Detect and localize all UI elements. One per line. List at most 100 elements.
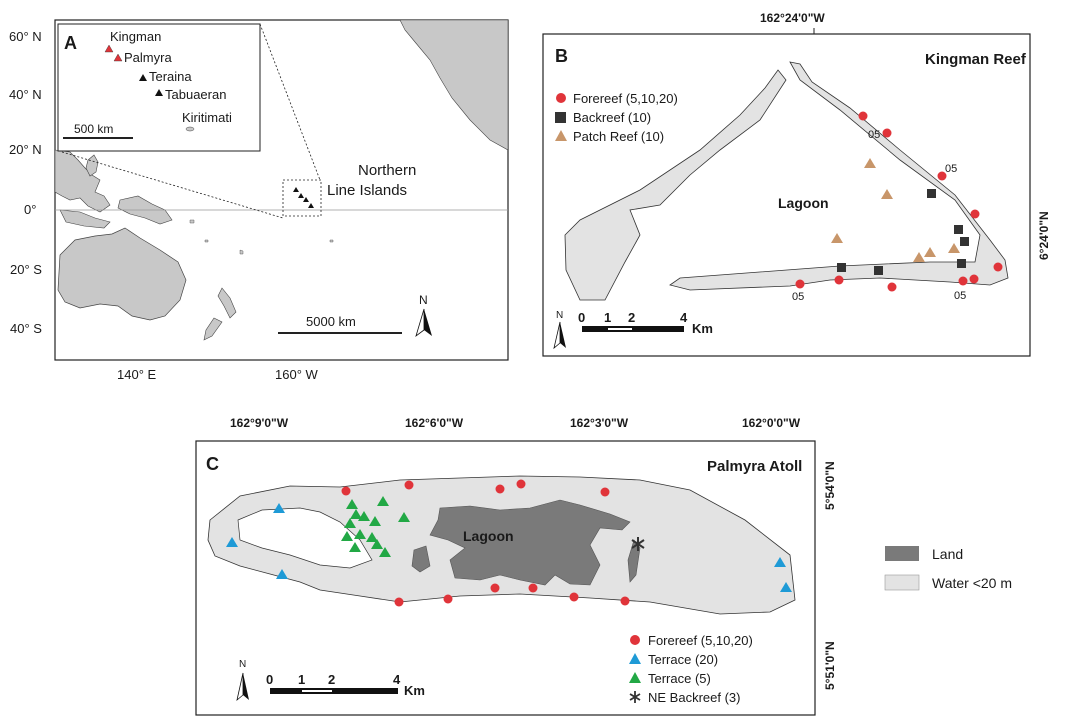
australia-land: [57, 227, 187, 321]
panel-c-title: Palmyra Atoll: [707, 458, 802, 475]
palmyra-west-lagoon: [237, 507, 373, 569]
kingman-reef-west: [564, 69, 787, 301]
indonesia-land: [59, 209, 111, 229]
legend-forereef-marker: [556, 93, 566, 103]
panel-c: 162°9'0"W 162°6'0"W 162°3'0"W 162°0'0"W …: [195, 416, 837, 716]
panel-a: A Kingman Palmyra Teraina Tabuaeran Kiri…: [9, 19, 509, 382]
legend-terrace5-marker: [629, 672, 641, 683]
island-triangle: [303, 197, 309, 202]
legend-water-label: Water <20 m: [932, 575, 1012, 591]
scale-tick-c: 4: [393, 672, 401, 687]
kingman-reef-water: [669, 61, 1009, 291]
forereef-site: [937, 171, 947, 181]
lat-label: 40° N: [9, 87, 42, 102]
scale-tick-b: 2: [628, 310, 635, 325]
new-zealand-south-land: [203, 317, 223, 341]
inset-frame: [57, 23, 261, 152]
terrace5-site: [341, 531, 353, 541]
region-label-line1: Northern: [358, 162, 416, 179]
ne-backreef-site: [631, 537, 645, 551]
scale-tick-b: 0: [578, 310, 585, 325]
scale-tick-b: 1: [604, 310, 611, 325]
scale-unit-b: Km: [692, 321, 713, 336]
terrace5-site: [366, 532, 378, 542]
palmyra-triangle: [113, 53, 123, 62]
teraina-triangle: [139, 74, 147, 81]
forereef-site: [569, 592, 579, 602]
terrace5-site: [369, 516, 381, 526]
patch-reef-site: [924, 247, 936, 257]
terrace20-site: [276, 569, 288, 579]
north-arrow-b: [553, 321, 566, 350]
lat-label: 20° N: [9, 142, 42, 157]
backreef-site: [927, 189, 936, 198]
island-label-teraina: Teraina: [149, 69, 192, 84]
legend-forereef-marker-c: [630, 635, 640, 645]
north-america-land: [399, 20, 508, 151]
island-label-kingman: Kingman: [110, 29, 161, 44]
forereef-site: [443, 594, 453, 604]
pacific-islands: [189, 219, 334, 255]
tabuaeran-triangle: [155, 89, 163, 96]
patch-reef-site: [881, 189, 893, 199]
new-zealand-land: [217, 287, 237, 319]
kingman-backreef-sites: [837, 189, 969, 275]
scale-bar-b-white: [608, 328, 632, 330]
terrace20-site: [774, 557, 786, 567]
island-triangle: [308, 203, 314, 208]
panel-a-letter: A: [64, 33, 77, 53]
terrace5-site: [398, 512, 410, 522]
legend-patch-marker: [555, 130, 567, 141]
scale-tick-c: 1: [298, 672, 305, 687]
forereef-site: [341, 486, 351, 496]
forereef-site: [600, 487, 610, 497]
patch-reef-site: [913, 252, 925, 262]
legend-terrace5-label: Terrace (5): [648, 671, 711, 686]
panel-c-right-lat: 5°54'0"N: [823, 461, 837, 510]
scale-tick-c: 2: [328, 672, 335, 687]
terrace5-site: [371, 539, 383, 549]
terrace20-site: [273, 503, 285, 513]
kingman-forereef-sites: [795, 111, 1003, 292]
terrace5-site: [344, 518, 356, 528]
backreef-site: [954, 225, 963, 234]
lat-label: 0°: [24, 202, 36, 217]
kingman-triangle: [104, 44, 114, 53]
island-label-palmyra: Palmyra: [124, 50, 172, 65]
palmyra-land: [429, 499, 631, 586]
kiritimati-island: [185, 126, 195, 132]
north-label-c: N: [239, 659, 246, 670]
legend-ne-backreef-label: NE Backreef (3): [648, 690, 740, 705]
forereef-site: [887, 282, 897, 292]
palmyra-lagoon-label: Lagoon: [463, 528, 514, 544]
lat-label: 20° S: [10, 262, 42, 277]
north-label-b: N: [556, 310, 563, 321]
inset-scale-label: 500 km: [74, 122, 113, 136]
forereef-site: [958, 276, 968, 286]
panel-c-top-lon: 162°6'0"W: [405, 416, 464, 430]
forereef-site: [516, 479, 526, 489]
forereef-site: [993, 262, 1003, 272]
legend-backreef-marker: [555, 112, 566, 123]
kingman-lagoon-label: Lagoon: [778, 195, 829, 211]
lon-label: 160° W: [275, 367, 319, 382]
panel-b-top-lon: 162°24'0"W: [760, 11, 825, 25]
map-legend: Land Water <20 m: [884, 546, 1012, 591]
forereef-site: [858, 111, 868, 121]
backreef-site: [960, 237, 969, 246]
north-arrow-a: [415, 308, 432, 338]
scale-bar-b: [582, 326, 684, 332]
panel-c-top-lon: 162°9'0"W: [230, 416, 289, 430]
lat-label: 60° N: [9, 29, 42, 44]
scale-bar-c-white: [302, 690, 332, 692]
backreef-site: [957, 259, 966, 268]
patch-reef-site: [948, 243, 960, 253]
panel-b-title: Kingman Reef: [925, 51, 1027, 68]
forereef-site: [620, 596, 630, 606]
north-label-a: N: [419, 293, 428, 307]
legend-water-swatch: [884, 574, 920, 591]
forereef-site: [882, 128, 892, 138]
legend-terrace20-marker: [629, 653, 641, 664]
panel-c-top-lon: 162°0'0"W: [742, 416, 801, 430]
